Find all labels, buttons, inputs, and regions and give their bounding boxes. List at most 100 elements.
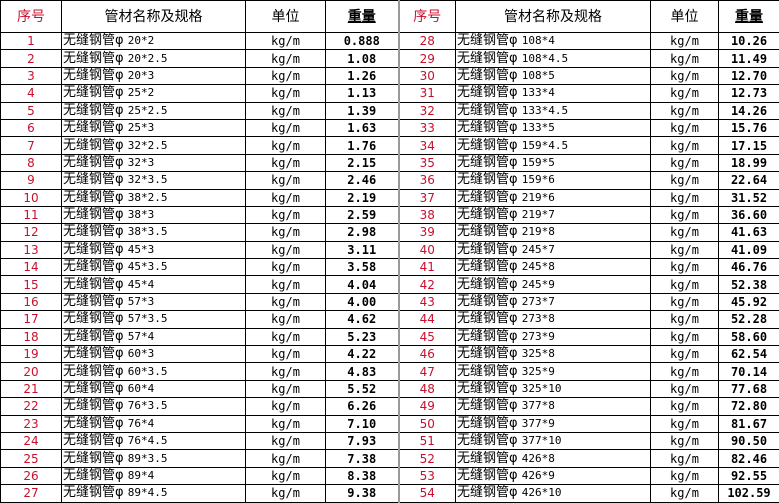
weight: 102.59 xyxy=(718,484,779,503)
seq-number: 24 xyxy=(0,431,62,451)
pipe-name: 无缝钢管φ xyxy=(63,363,124,379)
unit: kg/m xyxy=(650,292,719,312)
unit: kg/m xyxy=(245,49,326,68)
pipe-spec: 159*4.5 xyxy=(521,138,569,152)
pipe-spec: 20*2.5 xyxy=(127,51,168,65)
pipe-spec: 57*3.5 xyxy=(127,312,168,326)
seq-number: 33 xyxy=(397,118,456,138)
seq-number: 41 xyxy=(397,258,456,277)
seq-number: 35 xyxy=(397,153,456,173)
pipe-name: 无缝钢管φ xyxy=(457,207,518,223)
pipe-spec: 426*9 xyxy=(521,468,555,482)
unit: kg/m xyxy=(245,240,326,260)
pipe-name: 无缝钢管φ xyxy=(63,294,124,310)
pipe-name: 无缝钢管φ xyxy=(63,467,124,483)
weight: 1.63 xyxy=(325,118,399,138)
weight: 92.55 xyxy=(718,466,779,486)
weight: 5.52 xyxy=(325,379,399,399)
unit: kg/m xyxy=(650,240,719,260)
seq-number: 7 xyxy=(0,136,62,155)
pipe-name: 无缝钢管φ xyxy=(63,154,124,170)
weight: 2.15 xyxy=(325,153,399,173)
unit: kg/m xyxy=(650,31,719,51)
pipe-name-cell: 无缝钢管φ 60*3 xyxy=(61,345,246,364)
pipe-name-cell: 无缝钢管φ 377*10 xyxy=(455,431,651,451)
table-row: 19 无缝钢管φ 60*3 kg/m 4.22 46 无缝钢管φ 325*8 kg/m 62.… xyxy=(0,345,779,364)
weight: 4.83 xyxy=(325,362,399,381)
pipe-spec: 60*3 xyxy=(127,347,155,361)
pipe-spec: 426*10 xyxy=(521,486,562,500)
pipe-name: 无缝钢管φ xyxy=(457,485,518,501)
weight: 18.99 xyxy=(718,153,779,173)
pipe-name-cell: 无缝钢管φ 325*8 xyxy=(455,345,651,364)
pipe-name-cell: 无缝钢管φ 25*3 xyxy=(61,118,246,138)
pipe-name-cell: 无缝钢管φ 159*6 xyxy=(455,171,651,190)
unit: kg/m xyxy=(650,275,719,294)
pipe-spec: 377*9 xyxy=(521,416,555,430)
seq-number: 11 xyxy=(0,205,62,225)
unit: kg/m xyxy=(650,379,719,399)
pipe-spec: 426*8 xyxy=(521,451,555,465)
unit: kg/m xyxy=(650,327,719,347)
seq-number: 39 xyxy=(397,223,456,242)
seq-number: 40 xyxy=(397,240,456,260)
pipe-spec: 38*2.5 xyxy=(127,190,168,204)
seq-number: 34 xyxy=(397,136,456,155)
pipe-spec: 76*4.5 xyxy=(127,434,168,448)
weight: 1.08 xyxy=(325,49,399,68)
seq-number: 6 xyxy=(0,118,62,138)
seq-number: 19 xyxy=(0,345,62,364)
pipe-spec: 325*8 xyxy=(521,347,555,361)
weight: 1.39 xyxy=(325,101,399,120)
weight: 2.59 xyxy=(325,205,399,225)
weight: 12.70 xyxy=(718,66,779,86)
weight: 0.888 xyxy=(325,31,399,51)
table-row: 11 无缝钢管φ 38*3 kg/m 2.59 38 无缝钢管φ 219*7 kg/m 36.… xyxy=(0,205,779,225)
weight: 6.26 xyxy=(325,397,399,416)
pipe-spec: 219*7 xyxy=(521,208,555,222)
weight: 70.14 xyxy=(718,362,779,381)
pipe-name: 无缝钢管φ xyxy=(63,346,124,362)
weight: 9.38 xyxy=(325,484,399,503)
pipe-name-cell: 无缝钢管φ 426*10 xyxy=(455,484,651,503)
pipe-spec: 20*2 xyxy=(127,34,155,48)
pipe-name: 无缝钢管φ xyxy=(457,137,518,153)
table-row: 17 无缝钢管φ 57*3.5 kg/m 4.62 44 无缝钢管φ 273*8 kg/m 5… xyxy=(0,310,779,329)
pipe-spec: 273*7 xyxy=(521,295,555,309)
weight: 52.28 xyxy=(718,310,779,329)
header-seq: 序号 xyxy=(0,0,62,33)
pipe-name: 无缝钢管φ xyxy=(457,224,518,240)
seq-number: 23 xyxy=(0,414,62,433)
pipe-name: 无缝钢管φ xyxy=(457,276,518,292)
pipe-name: 无缝钢管φ xyxy=(63,328,124,344)
seq-number: 2 xyxy=(0,49,62,68)
seq-number: 48 xyxy=(397,379,456,399)
pipe-name-cell: 无缝钢管φ 38*3 xyxy=(61,205,246,225)
pipe-name-cell: 无缝钢管φ 20*2 xyxy=(61,31,246,51)
pipe-spec: 60*4 xyxy=(127,382,155,395)
pipe-spec: 32*3 xyxy=(127,155,155,169)
pipe-name: 无缝钢管φ xyxy=(457,467,518,483)
header-unit-2: 单位 xyxy=(650,0,719,33)
pipe-name: 无缝钢管φ xyxy=(63,433,124,449)
pipe-name: 无缝钢管φ xyxy=(457,259,518,275)
pipe-name-cell: 无缝钢管φ 133*4 xyxy=(455,84,651,103)
pipe-name: 无缝钢管φ xyxy=(457,328,518,344)
weight: 11.49 xyxy=(718,49,779,68)
unit: kg/m xyxy=(650,414,719,433)
seq-number: 38 xyxy=(397,205,456,225)
unit: kg/m xyxy=(245,136,326,155)
table-row: 12 无缝钢管φ 38*3.5 kg/m 2.98 39 无缝钢管φ 219*8 kg/m 4… xyxy=(0,223,779,242)
weight: 4.22 xyxy=(325,345,399,364)
table-row: 8 无缝钢管φ 32*3 kg/m 2.15 35 无缝钢管φ 159*5 kg/m 18.9… xyxy=(0,153,779,173)
weight: 8.38 xyxy=(325,466,399,486)
pipe-name-cell: 无缝钢管φ 377*9 xyxy=(455,414,651,433)
pipe-name-cell: 无缝钢管φ 108*5 xyxy=(455,66,651,86)
pipe-name: 无缝钢管φ xyxy=(457,120,518,136)
weight: 15.76 xyxy=(718,118,779,138)
table-row: 10 无缝钢管φ 38*2.5 kg/m 2.19 37 无缝钢管φ 219*6 kg/m 3… xyxy=(0,188,779,207)
unit: kg/m xyxy=(245,31,326,51)
pipe-spec: 89*3.5 xyxy=(127,451,168,465)
weight: 2.46 xyxy=(325,171,399,190)
weight: 45.92 xyxy=(718,292,779,312)
